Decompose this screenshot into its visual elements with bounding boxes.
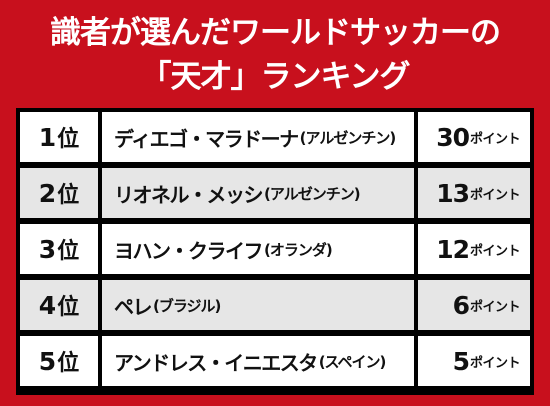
points-cell: 12 ポイント — [418, 224, 530, 274]
points-cell: 13 ポイント — [418, 168, 530, 218]
points-unit: ポイント — [469, 355, 521, 371]
title-line-1: 識者が選んだワールドサッカーの — [50, 15, 501, 51]
rank-number: 3 — [38, 234, 57, 264]
player-name: リオネル・メッシ — [114, 182, 264, 207]
points-unit: ポイント — [469, 243, 521, 259]
points-cell: 30 ポイント — [418, 112, 530, 162]
player-name: アンドレス・イニエスタ — [114, 350, 318, 375]
player-name: ペレ — [114, 294, 153, 319]
points-value: 5 — [452, 346, 470, 376]
rank-number: 4 — [38, 290, 57, 320]
rank-suffix: 位 — [57, 351, 80, 376]
player-country: (アルゼンチン) — [264, 184, 361, 203]
player-country: (スペイン) — [318, 352, 387, 371]
points-cell: 5 ポイント — [418, 336, 530, 386]
player-name: ヨハン・クライフ — [114, 238, 264, 263]
player-cell: リオネル・メッシ (アルゼンチン) — [102, 168, 414, 218]
points-unit: ポイント — [469, 131, 521, 147]
player-country: (ブラジル) — [153, 296, 221, 315]
rank-suffix: 位 — [57, 239, 80, 264]
points-value: 30 — [436, 122, 470, 152]
player-country: (オランダ) — [264, 240, 333, 259]
points-unit: ポイント — [469, 299, 521, 315]
player-cell: アンドレス・イニエスタ (スペイン) — [102, 336, 414, 386]
points-value: 6 — [452, 290, 470, 320]
rank-number: 1 — [38, 122, 57, 152]
title-line-2: 「天才」ランキング — [140, 59, 410, 95]
rank-suffix: 位 — [57, 183, 80, 208]
player-name: ディエゴ・マラドーナ — [114, 126, 299, 151]
rank-suffix: 位 — [57, 127, 80, 152]
points-value: 13 — [436, 178, 470, 208]
player-cell: ディエゴ・マラドーナ (アルゼンチン) — [102, 112, 414, 162]
player-cell: ペレ (ブラジル) — [102, 280, 414, 330]
rank-suffix: 位 — [57, 295, 80, 320]
points-value: 12 — [436, 234, 470, 264]
points-unit: ポイント — [469, 187, 521, 203]
player-country: (アルゼンチン) — [299, 128, 397, 147]
rank-number: 2 — [38, 178, 57, 208]
points-cell: 6 ポイント — [418, 280, 530, 330]
rank-number: 5 — [38, 346, 57, 376]
player-cell: ヨハン・クライフ (オランダ) — [102, 224, 414, 274]
